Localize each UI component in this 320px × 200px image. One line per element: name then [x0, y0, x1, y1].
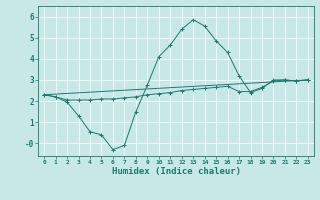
X-axis label: Humidex (Indice chaleur): Humidex (Indice chaleur) — [111, 167, 241, 176]
